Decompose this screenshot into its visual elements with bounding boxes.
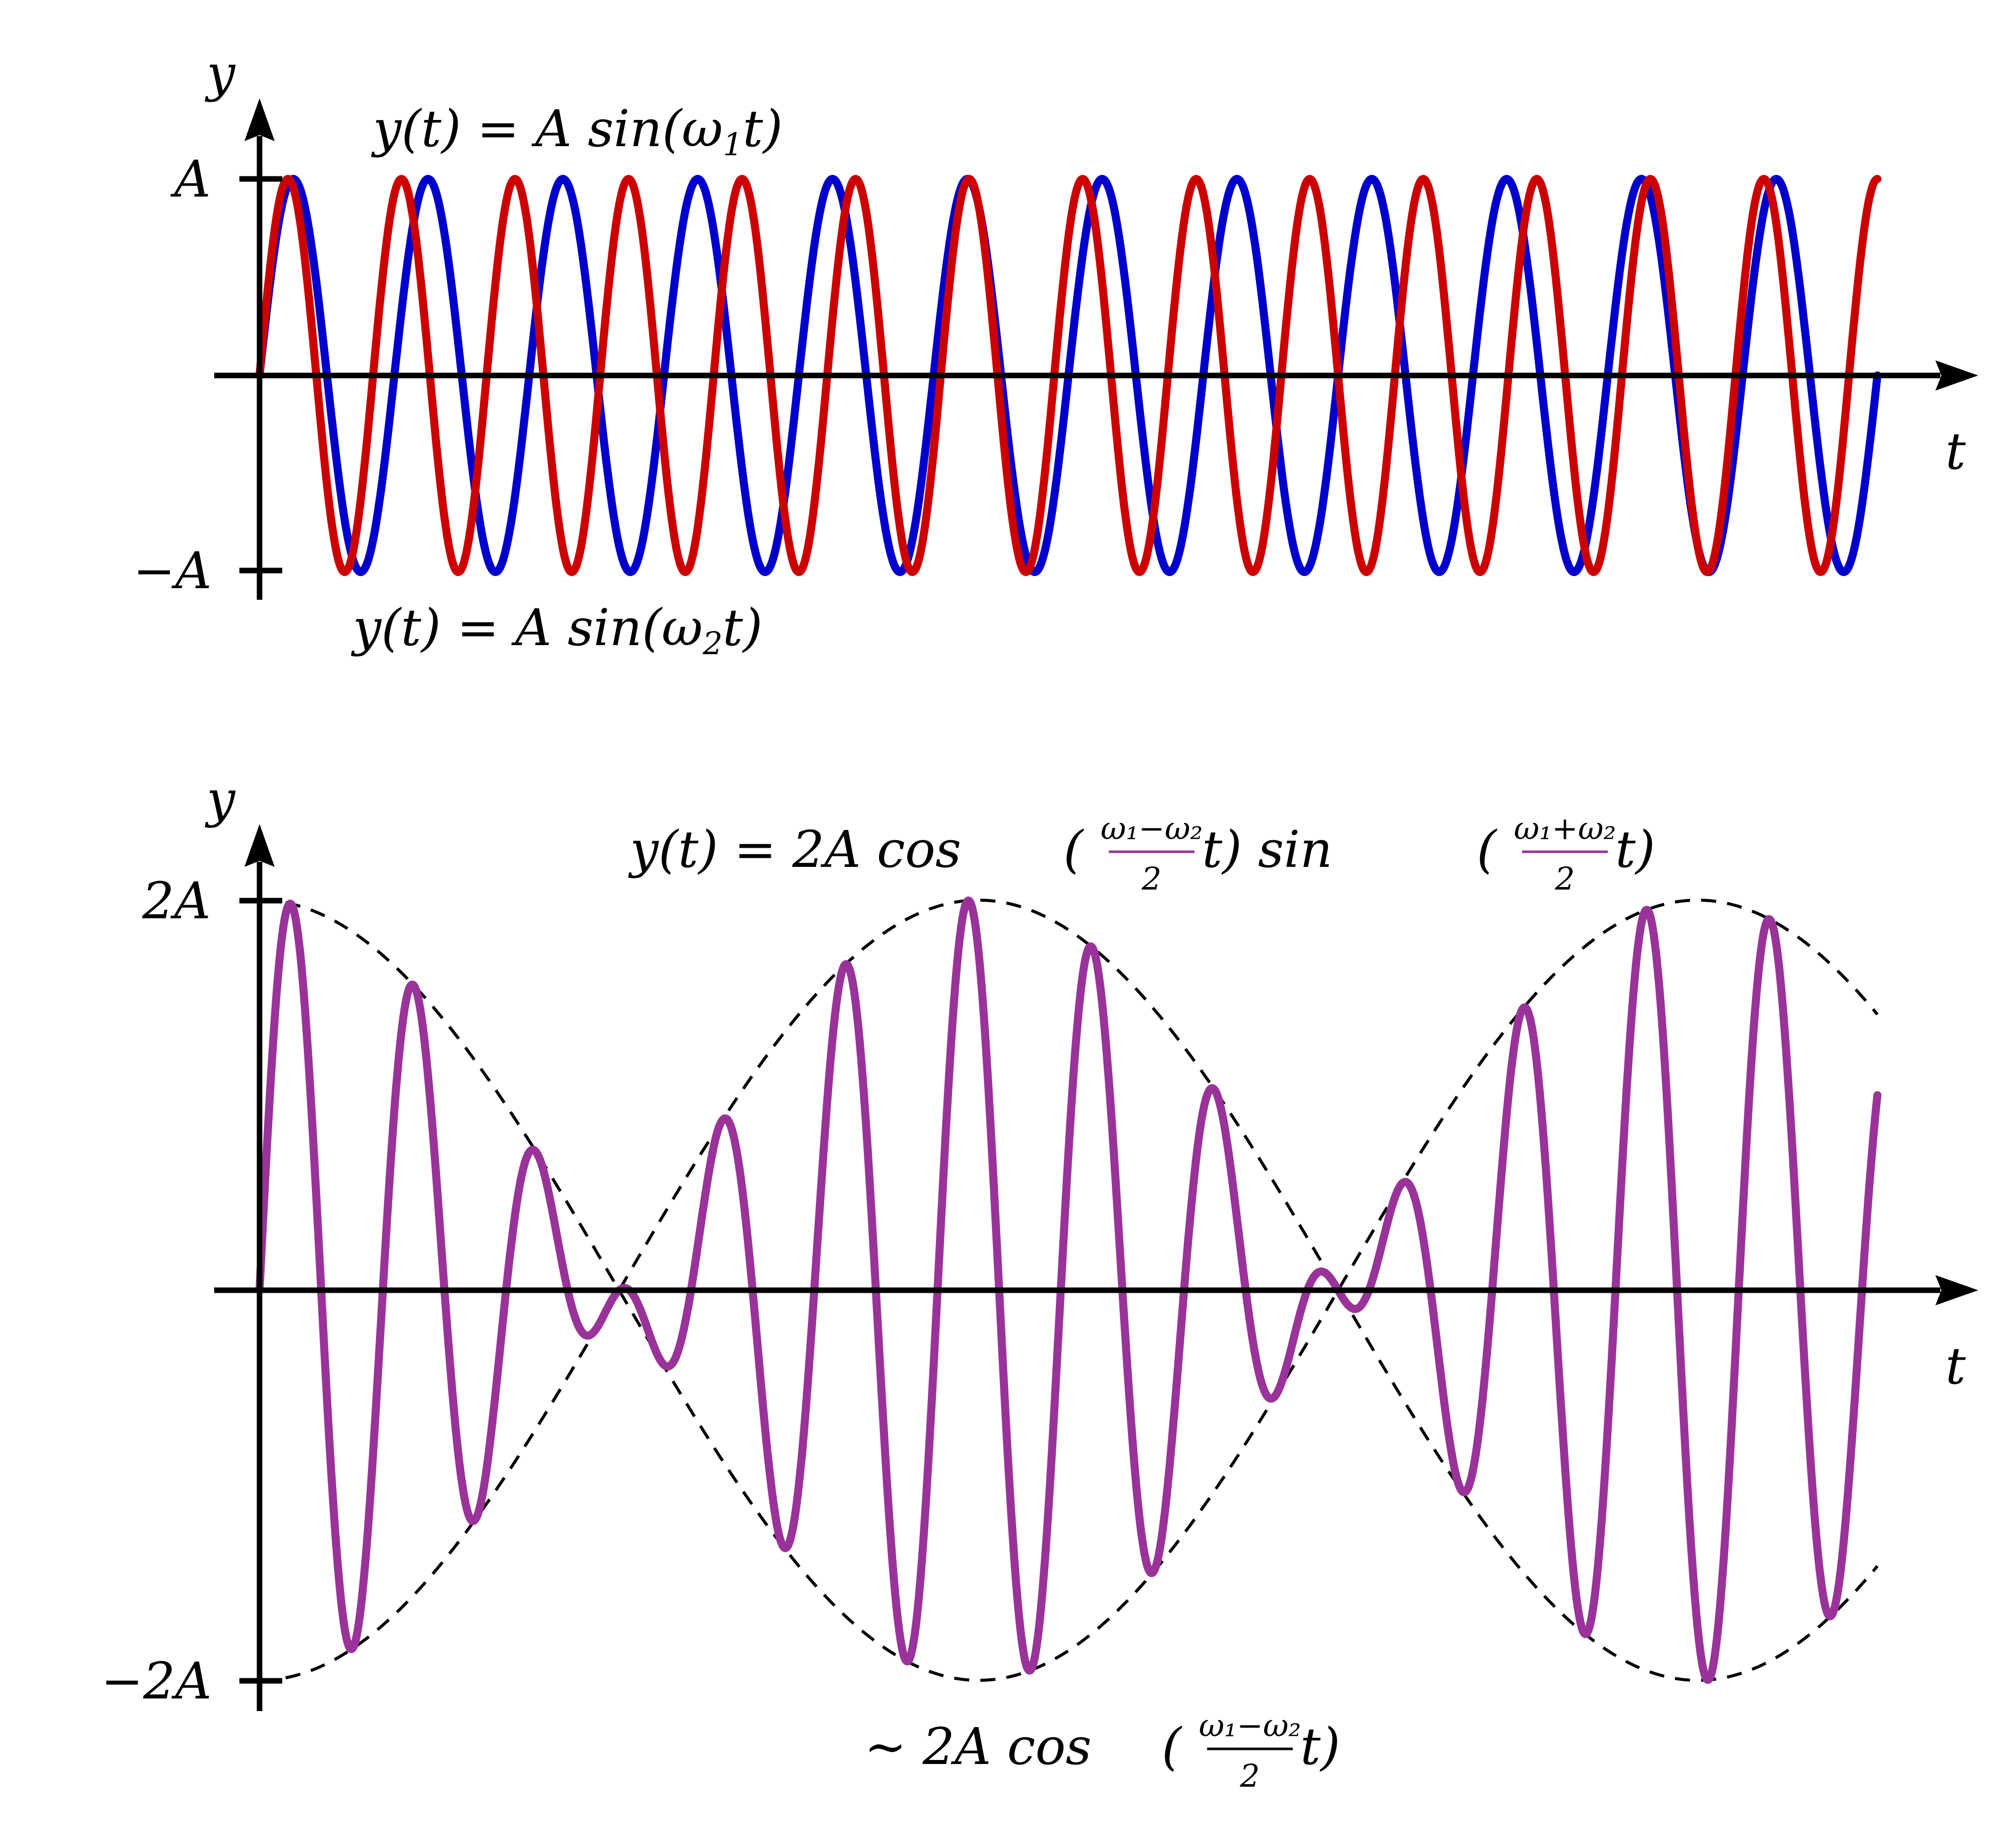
tick-label-a: A xyxy=(170,150,211,209)
series-label-sin-w2-sub: 2 xyxy=(702,625,722,662)
series-label-sin-w1-post: t) xyxy=(743,99,783,158)
tick-label-2a: 2A xyxy=(142,871,211,930)
y-axis-label-bottom: y xyxy=(205,770,236,829)
envelope-upper xyxy=(260,899,1879,1682)
tick-label-minus-a: −A xyxy=(133,541,212,600)
series-label-beat: y(t) = 2A cos ( ω₁−ω₂ 2 t) sin ( ω₁+ω₂ 2… xyxy=(628,810,1655,897)
series-label-sin-w1-sub: 1 xyxy=(723,126,742,163)
series-label-sin-w2-post: t) xyxy=(723,598,763,657)
beat-frac1-num: ω₁−ω₂ xyxy=(1101,810,1203,847)
series-label-sin-w2: y(t) = A sin(ω2t) xyxy=(351,598,763,662)
beat-label-post: t) xyxy=(1615,820,1655,879)
env-label-post: t) xyxy=(1300,1717,1340,1776)
x-axis-bottom-arrow-icon xyxy=(1935,1275,1978,1305)
beat-label-mid: t) sin xyxy=(1202,820,1333,879)
x-axis-label: t xyxy=(1945,422,1966,481)
beat-label-pre: y(t) = 2A cos xyxy=(628,820,961,879)
env-frac-den: 2 xyxy=(1239,1757,1259,1794)
tick-label-minus-2a: −2A xyxy=(101,1652,212,1711)
x-axis-arrow-icon xyxy=(1935,360,1978,391)
env-paren-open: ( xyxy=(1162,1717,1182,1776)
series-label-sin-w1: y(t) = A sin(ω1t) xyxy=(371,99,783,163)
env-label-pre: ∼ 2A cos xyxy=(864,1717,1092,1776)
beat-frac1-den: 2 xyxy=(1141,860,1161,897)
series-line-sin-w1 xyxy=(256,175,1881,576)
beat-paren-open-2: ( xyxy=(1477,820,1497,879)
y-axis-label: y xyxy=(205,44,236,103)
series-line-beat xyxy=(256,896,1881,1684)
top-panel: y t A −A y(t) = A sin(ω1t) y(t) = A sin(… xyxy=(133,44,1978,662)
series-label-sin-w1-pre: y(t) = A sin(ω xyxy=(371,99,723,158)
beat-frac2-den: 2 xyxy=(1554,860,1574,897)
env-frac-num: ω₁−ω₂ xyxy=(1199,1707,1301,1744)
envelope-lower xyxy=(260,899,1879,1682)
x-axis-label-bottom: t xyxy=(1945,1337,1966,1396)
series-label-sin-w2-pre: y(t) = A sin(ω xyxy=(351,598,703,657)
beat-frac2-num: ω₁+ω₂ xyxy=(1514,810,1616,847)
beat-paren-open-1: ( xyxy=(1063,820,1084,879)
y-axis-bottom-arrow-icon xyxy=(244,824,275,867)
y-axis-arrow-icon xyxy=(244,98,275,141)
bottom-panel: y t 2A −2A y(t) = 2A cos ( ω₁−ω₂ 2 t) si… xyxy=(101,770,1978,1794)
series-label-envelope: ∼ 2A cos ( ω₁−ω₂ 2 t) xyxy=(864,1707,1340,1794)
